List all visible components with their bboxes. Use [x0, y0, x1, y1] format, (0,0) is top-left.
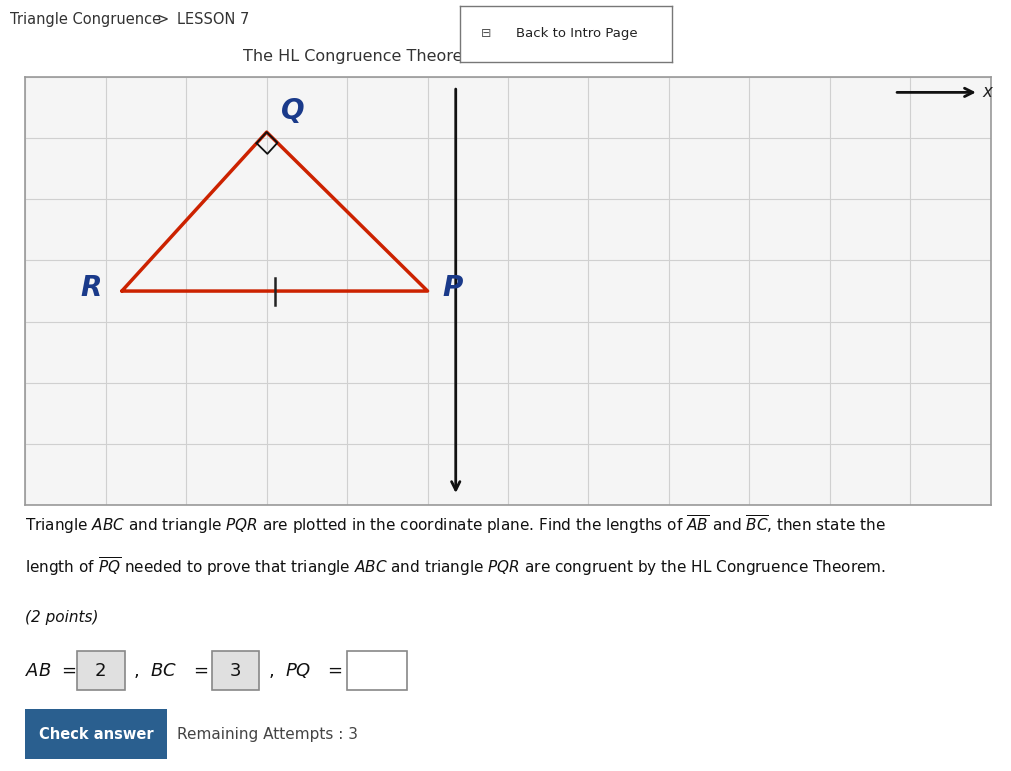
Text: $\mathit{PQ}$: $\mathit{PQ}$: [285, 662, 311, 680]
FancyBboxPatch shape: [77, 651, 124, 690]
Text: 3: 3: [229, 662, 242, 680]
Text: x: x: [983, 83, 993, 101]
FancyBboxPatch shape: [18, 707, 174, 762]
Text: =: =: [62, 662, 77, 680]
Text: Back to Intro Page: Back to Intro Page: [516, 28, 638, 40]
Text: 2: 2: [95, 662, 106, 680]
Text: length of $\overline{PQ}$ needed to prove that triangle $\mathit{ABC}$ and trian: length of $\overline{PQ}$ needed to prov…: [25, 555, 886, 577]
Text: ,: ,: [269, 662, 274, 680]
Text: LESSON 7: LESSON 7: [177, 12, 250, 27]
FancyBboxPatch shape: [347, 651, 407, 690]
Text: =: =: [193, 662, 208, 680]
Text: Check answer: Check answer: [38, 727, 154, 742]
FancyBboxPatch shape: [212, 651, 259, 690]
Text: ,: ,: [133, 662, 140, 680]
Text: ⊟: ⊟: [481, 28, 491, 40]
Text: The HL Congruence Theorem: The HL Congruence Theorem: [243, 49, 478, 64]
Text: $\mathit{BC}$: $\mathit{BC}$: [151, 662, 177, 680]
Text: P: P: [442, 274, 462, 302]
Text: Q: Q: [281, 97, 304, 125]
Text: >: >: [157, 12, 169, 27]
Text: Remaining Attempts : 3: Remaining Attempts : 3: [177, 727, 358, 742]
Text: $\mathit{AB}$: $\mathit{AB}$: [25, 662, 52, 680]
Text: =: =: [328, 662, 343, 680]
Text: (2 points): (2 points): [25, 610, 99, 625]
Text: R: R: [80, 274, 102, 302]
Text: Triangle ​$\mathit{ABC}$​ and triangle ​$\mathit{PQR}$​ are plotted in the coord: Triangle ​$\mathit{ABC}$​ and triangle ​…: [25, 513, 886, 536]
Text: Triangle Congruence: Triangle Congruence: [10, 12, 161, 27]
